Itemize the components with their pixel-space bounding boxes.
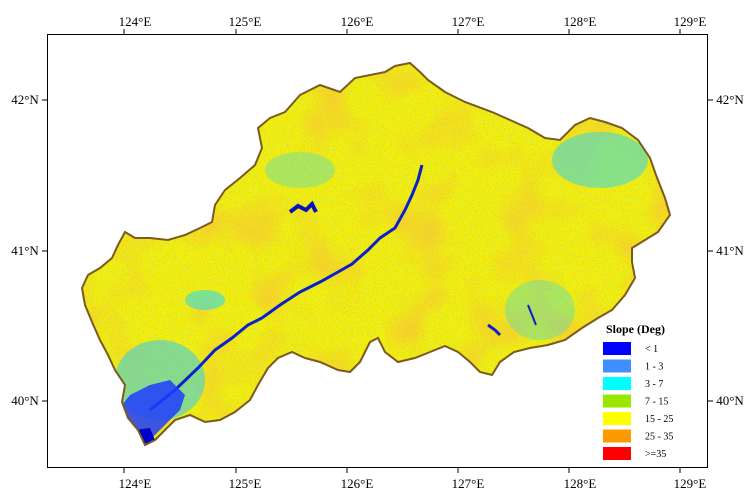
legend-label: < 1 xyxy=(645,344,658,355)
southwest-plain xyxy=(122,380,185,442)
bottom-tick-label: 128°E xyxy=(564,476,597,491)
right-tick-label: 41°N xyxy=(716,243,744,258)
top-tick-label: 129°E xyxy=(674,14,707,29)
legend-label: 7 - 15 xyxy=(645,397,668,408)
left-tick-label: 40°N xyxy=(11,393,39,408)
bottom-tick-label: 124°E xyxy=(119,476,152,491)
right-tick-label: 40°N xyxy=(716,393,744,408)
river-southeast xyxy=(527,304,537,326)
legend-label: 1 - 3 xyxy=(645,362,663,373)
north-flat-zone xyxy=(265,152,335,188)
left-axis-labels: 42°N 41°N 40°N xyxy=(11,92,39,408)
bottom-axis-labels: 124°E 125°E 126°E 127°E 128°E 129°E xyxy=(119,476,707,491)
river-east xyxy=(487,323,502,337)
legend-swatch xyxy=(603,394,631,408)
right-axis-labels: 42°N 41°N 40°N xyxy=(716,92,744,408)
axis-ticks xyxy=(42,29,713,473)
bottom-tick-label: 126°E xyxy=(341,476,374,491)
southeast-flat-zone xyxy=(505,280,575,340)
top-tick-label: 127°E xyxy=(452,14,485,29)
bottom-tick-label: 127°E xyxy=(452,476,485,491)
legend-swatch xyxy=(603,429,631,443)
legend: Slope (Deg) < 1 1 - 3 3 - 7 7 - 15 15 - 25 25… xyxy=(603,322,673,460)
top-axis-labels: 124°E 125°E 126°E 127°E 128°E 129°E xyxy=(119,14,707,29)
left-tick-label: 41°N xyxy=(11,243,39,258)
bottom-tick-label: 125°E xyxy=(229,476,262,491)
legend-swatch xyxy=(603,359,631,373)
legend-items: < 1 1 - 3 3 - 7 7 - 15 15 - 25 25 - 35 >=35 xyxy=(603,342,673,460)
river-lake-north xyxy=(288,200,318,214)
top-tick-label: 125°E xyxy=(229,14,262,29)
left-tick-label: 42°N xyxy=(11,92,39,107)
legend-label: 25 - 35 xyxy=(645,432,673,443)
legend-swatch xyxy=(603,412,631,425)
legend-swatch xyxy=(603,377,631,390)
top-tick-label: 124°E xyxy=(119,14,152,29)
legend-swatch xyxy=(603,447,631,460)
legend-label: 15 - 25 xyxy=(645,414,673,425)
legend-title: Slope (Deg) xyxy=(606,322,665,336)
top-tick-label: 128°E xyxy=(564,14,597,29)
northeast-flat-zone xyxy=(552,132,648,188)
legend-label: 3 - 7 xyxy=(645,379,663,390)
west-flat-zone xyxy=(185,290,225,310)
legend-swatch xyxy=(603,342,631,355)
bottom-tick-label: 129°E xyxy=(674,476,707,491)
region-boundary xyxy=(80,61,672,447)
legend-label: >=35 xyxy=(645,449,666,460)
right-tick-label: 42°N xyxy=(716,92,744,107)
top-tick-label: 126°E xyxy=(341,14,374,29)
main-river xyxy=(149,164,424,412)
